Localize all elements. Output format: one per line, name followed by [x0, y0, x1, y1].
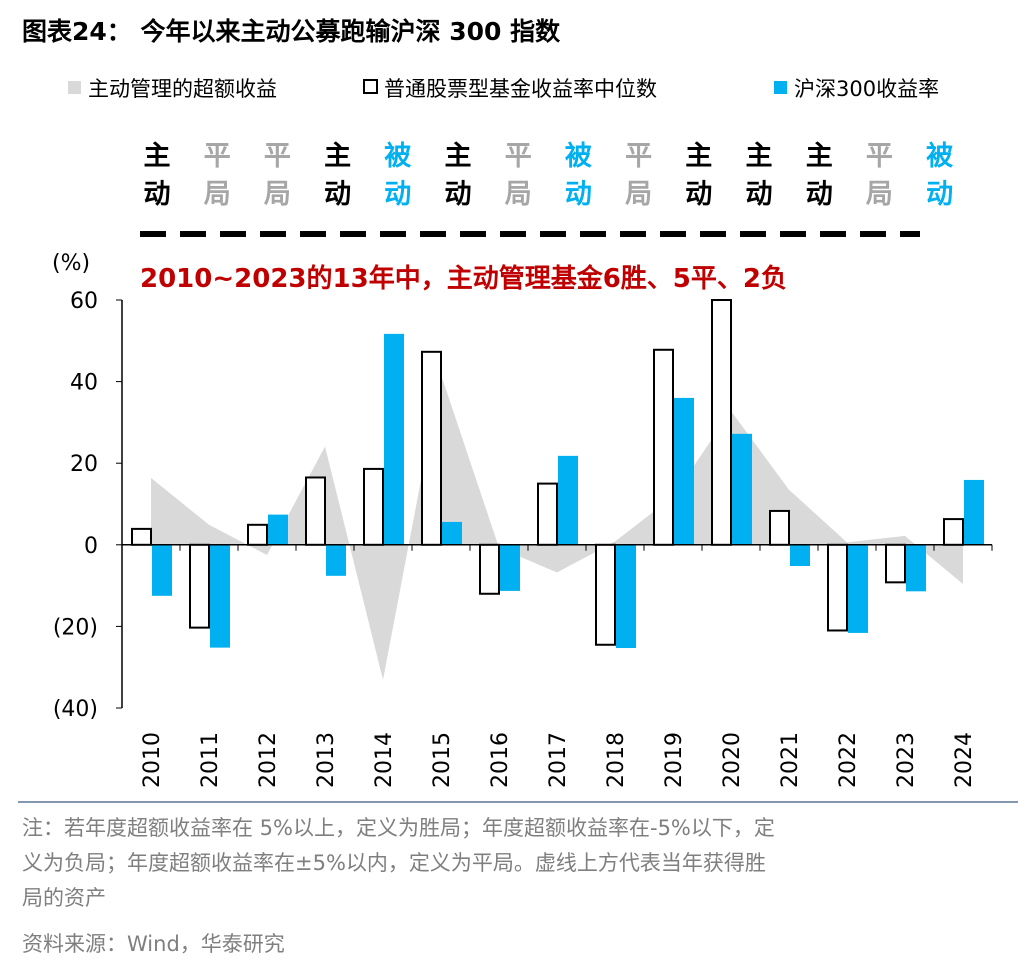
fund-median-bar [537, 482, 558, 546]
x-tick-label: 2024 [952, 732, 977, 788]
x-tick-label: 2011 [198, 732, 223, 788]
year-result-top: 主 [144, 141, 171, 172]
fund-median-bar [943, 518, 964, 546]
year-result-top: 被 [926, 141, 953, 172]
y-tick-label: 40 [70, 371, 98, 396]
fund-median-bar [305, 476, 326, 546]
year-result-top: 平 [505, 141, 532, 172]
year-result-bottom: 动 [806, 179, 833, 210]
hs300-bar [558, 455, 578, 545]
x-tick-label: 2014 [372, 732, 397, 788]
hs300-bar [906, 544, 926, 592]
excess-return-area [151, 374, 963, 680]
legend-label-hs300: 沪深300收益率 [794, 77, 939, 101]
fund-median-bar [885, 543, 906, 584]
year-result-top: 主 [445, 141, 472, 172]
hs300-bar [500, 544, 520, 591]
year-result-top: 主 [806, 141, 833, 172]
fund-median-bar [189, 543, 210, 629]
year-result-bottom: 局 [866, 179, 893, 210]
fund-median-bar [421, 350, 442, 546]
year-result-top: 平 [866, 141, 893, 172]
legend: 主动管理的超额收益 普通股票型基金收益率中位数 沪深300收益率 [68, 77, 939, 101]
x-tick-label: 2012 [256, 732, 281, 788]
year-result-bottom: 动 [685, 179, 712, 210]
note-line-3: 局的资产 [22, 886, 106, 910]
x-tick-label: 2015 [430, 732, 455, 788]
x-tick-label: 2016 [488, 732, 513, 788]
year-result-bottom: 动 [324, 179, 351, 210]
hs300-bar [210, 544, 230, 648]
year-result-bottom: 动 [445, 179, 472, 210]
x-tick-label: 2021 [778, 732, 803, 788]
hs300-bar [442, 521, 462, 545]
x-tick-label: 2013 [314, 732, 339, 788]
x-tick-label: 2018 [604, 732, 629, 788]
y-axis-label: (%) [52, 251, 90, 276]
y-tick-label: (40) [53, 697, 98, 722]
x-tick-label: 2019 [662, 732, 687, 788]
year-result-bottom: 局 [264, 179, 291, 210]
hs300-bar [790, 544, 810, 567]
year-result-bottom: 动 [926, 179, 953, 210]
legend-swatch-hs300 [774, 81, 787, 94]
fund-median-bar [769, 509, 790, 546]
fund-median-bar [711, 299, 732, 546]
fund-median-bar [247, 523, 268, 546]
hs300-bar [616, 544, 636, 649]
fund-median-bar [479, 543, 500, 595]
year-result-bottom: 局 [204, 179, 231, 210]
note-line-2: 义为负局；年度超额收益率在±5%以内，定义为平局。虚线上方代表当年获得胜 [22, 851, 766, 875]
y-tick-label: 20 [70, 452, 98, 477]
hs300-bar [848, 544, 868, 633]
year-result-bottom: 动 [384, 179, 411, 210]
hs300-bar [964, 479, 984, 545]
fund-median-bar [131, 527, 152, 546]
year-result-bottom: 局 [505, 179, 532, 210]
fund-median-bar [827, 543, 848, 632]
fund-median-bar [653, 348, 674, 546]
legend-label-fund: 普通股票型基金收益率中位数 [384, 77, 657, 101]
note-line-1: 注：若年度超额收益率在 5%以上，定义为胜局；年度超额收益率在-5%以下，定 [22, 816, 775, 840]
y-tick-label: (20) [53, 615, 98, 640]
legend-label-excess: 主动管理的超额收益 [88, 77, 277, 101]
x-tick-label: 2020 [720, 732, 745, 788]
year-result-top: 主 [324, 141, 351, 172]
year-result-top: 平 [625, 141, 652, 172]
fund-median-bar [595, 543, 616, 646]
annotation: 2010~2023的13年中，主动管理基金6胜、5平、2负 [140, 263, 787, 294]
x-tick-label: 2017 [546, 732, 571, 788]
x-tick-label: 2010 [140, 732, 165, 788]
year-result-top: 被 [565, 141, 592, 172]
year-result-top: 被 [384, 141, 411, 172]
y-tick-label: 60 [70, 289, 98, 314]
x-tick-label: 2023 [894, 732, 919, 788]
year-result-top: 平 [264, 141, 291, 172]
legend-swatch-excess [68, 81, 81, 94]
hs300-bar [384, 333, 404, 545]
year-result-top: 平 [204, 141, 231, 172]
source: 资料来源：Wind，华泰研究 [22, 932, 285, 956]
chart-title: 图表24： 今年以来主动公募跑输沪深 300 指数 [22, 17, 561, 46]
hs300-bar [674, 397, 694, 545]
year-result-bottom: 动 [565, 179, 592, 210]
y-tick-label: 0 [84, 534, 98, 559]
hs300-bar [326, 544, 346, 576]
fund-median-bar [363, 467, 384, 546]
year-result-bottom: 动 [144, 179, 171, 210]
x-tick-label: 2022 [836, 732, 861, 788]
hs300-bar [268, 514, 288, 545]
hs300-bar [732, 433, 752, 545]
year-result-top: 主 [685, 141, 712, 172]
year-result-top: 主 [746, 141, 773, 172]
legend-swatch-fund [363, 79, 378, 94]
plot-area: 60 40 20 0 (20) (40) 2010 2011 2012 2013 2014 2015 2… [53, 289, 993, 788]
year-result-bottom: 局 [625, 179, 652, 210]
hs300-bar [152, 544, 172, 596]
year-result-bottom: 动 [746, 179, 773, 210]
